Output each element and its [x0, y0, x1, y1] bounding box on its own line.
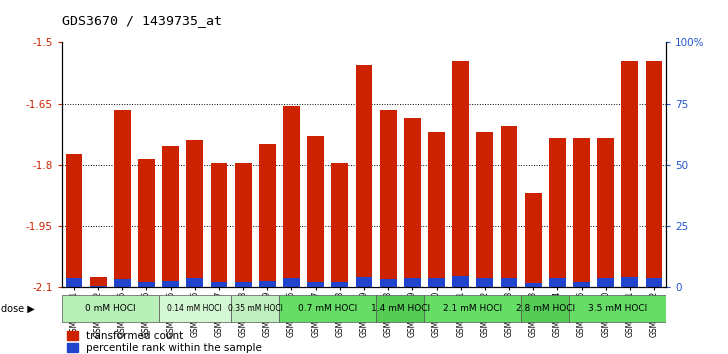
Bar — [501, 126, 518, 287]
Bar — [476, 132, 494, 287]
Bar — [404, 278, 421, 287]
Text: 2.8 mM HOCl: 2.8 mM HOCl — [515, 304, 575, 313]
Bar — [501, 278, 518, 287]
Bar — [90, 276, 106, 287]
Bar — [162, 281, 179, 287]
Bar — [355, 277, 373, 287]
Bar — [162, 146, 179, 287]
FancyBboxPatch shape — [424, 295, 521, 322]
Bar — [259, 144, 276, 287]
Bar — [622, 277, 638, 287]
Bar — [186, 278, 203, 287]
Bar — [525, 283, 542, 287]
Text: 0.14 mM HOCl: 0.14 mM HOCl — [167, 304, 222, 313]
Bar — [549, 278, 566, 287]
FancyBboxPatch shape — [521, 295, 569, 322]
Text: 3.5 mM HOCl: 3.5 mM HOCl — [588, 304, 647, 313]
Bar — [307, 282, 324, 287]
Bar — [597, 138, 614, 287]
Bar — [331, 162, 348, 287]
Bar — [428, 132, 445, 287]
Bar — [90, 286, 106, 287]
Bar — [525, 193, 542, 287]
Bar — [404, 118, 421, 287]
Bar — [307, 136, 324, 287]
Bar — [476, 278, 494, 287]
Bar — [597, 278, 614, 287]
Bar — [428, 278, 445, 287]
Text: 0.7 mM HOCl: 0.7 mM HOCl — [298, 304, 357, 313]
Bar — [66, 278, 82, 287]
Bar — [283, 105, 300, 287]
FancyBboxPatch shape — [376, 295, 424, 322]
FancyBboxPatch shape — [569, 295, 666, 322]
Bar — [646, 61, 662, 287]
Bar — [380, 279, 397, 287]
Bar — [283, 278, 300, 287]
Bar — [646, 278, 662, 287]
Bar — [138, 159, 155, 287]
Text: 1.4 mM HOCl: 1.4 mM HOCl — [371, 304, 430, 313]
Bar — [452, 61, 469, 287]
Bar — [573, 138, 590, 287]
Bar — [234, 282, 252, 287]
Bar — [452, 276, 469, 287]
Text: 0.35 mM HOCl: 0.35 mM HOCl — [228, 304, 282, 313]
Text: GDS3670 / 1439735_at: GDS3670 / 1439735_at — [62, 14, 222, 27]
FancyBboxPatch shape — [231, 295, 280, 322]
Bar — [622, 61, 638, 287]
Text: 0 mM HOCl: 0 mM HOCl — [85, 304, 135, 313]
FancyBboxPatch shape — [159, 295, 231, 322]
Bar — [331, 282, 348, 287]
Bar — [234, 162, 252, 287]
Text: 2.1 mM HOCl: 2.1 mM HOCl — [443, 304, 502, 313]
Bar — [66, 154, 82, 287]
Bar — [114, 279, 131, 287]
FancyBboxPatch shape — [280, 295, 376, 322]
Bar — [138, 282, 155, 287]
Bar — [259, 281, 276, 287]
Bar — [355, 65, 373, 287]
FancyBboxPatch shape — [62, 295, 159, 322]
Bar — [114, 110, 131, 287]
Text: dose ▶: dose ▶ — [1, 304, 35, 314]
Bar — [186, 140, 203, 287]
Bar — [210, 162, 227, 287]
Bar — [380, 110, 397, 287]
Bar — [549, 138, 566, 287]
Legend: transformed count, percentile rank within the sample: transformed count, percentile rank withi… — [67, 331, 261, 353]
Bar — [573, 282, 590, 287]
Bar — [210, 282, 227, 287]
